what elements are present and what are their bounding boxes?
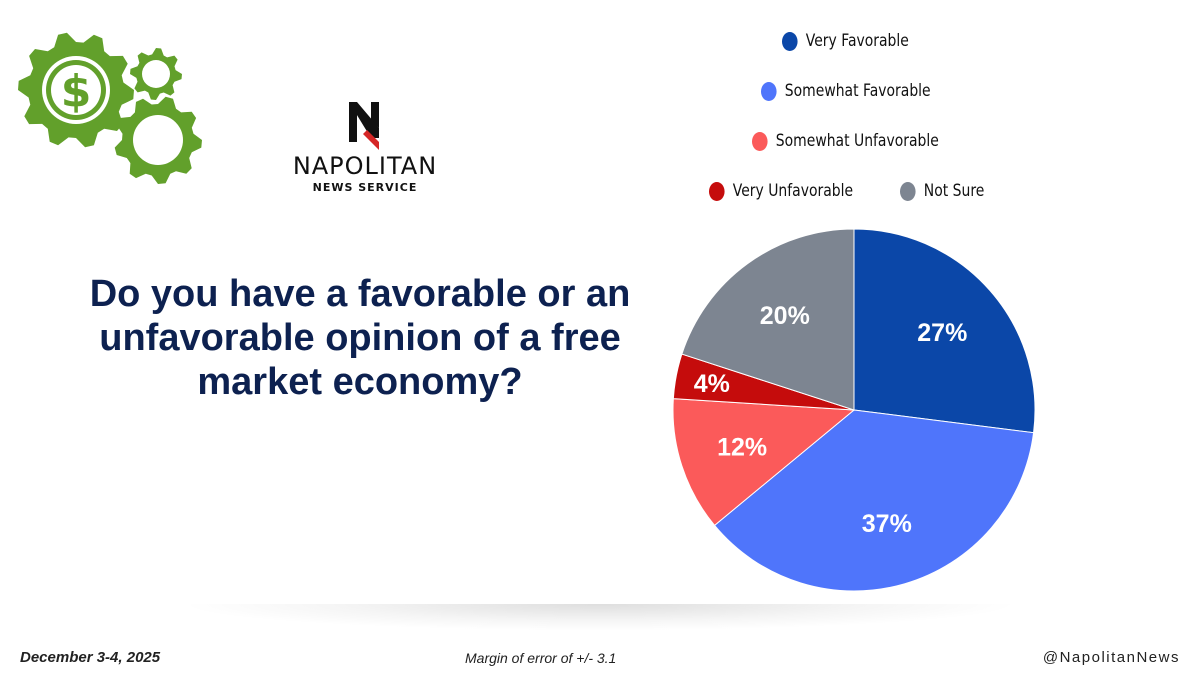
stage-shadow — [190, 604, 1010, 630]
napolitan-n-icon — [349, 102, 379, 150]
slice-label: 20% — [760, 302, 810, 330]
legend-swatch — [761, 81, 777, 101]
gears-dollar-icon: $ — [18, 32, 202, 184]
brand-subtitle: NEWS SERVICE — [312, 181, 418, 194]
slice-label: 27% — [917, 319, 967, 347]
slice-label: 12% — [717, 433, 767, 461]
legend-swatch — [752, 131, 768, 151]
legend-item: Very Unfavorable — [709, 181, 853, 201]
pie-slice — [853, 228, 1036, 434]
dollar-icon: $ — [61, 66, 92, 117]
brand-logo: NAPOLITAN NEWS SERVICE — [285, 98, 445, 198]
legend-swatch — [782, 31, 798, 51]
survey-question: Do you have a favorable or an unfavorabl… — [89, 273, 631, 403]
slice-label: 4% — [694, 370, 730, 398]
legend-swatch — [709, 181, 725, 201]
small-gear-icon — [130, 48, 182, 100]
pie-slice — [681, 228, 855, 411]
survey-date: December 3-4, 2025 — [20, 649, 161, 666]
legend-label: Not Sure — [923, 181, 985, 201]
pie-chart: 27% 37% 12% 4% 20% — [672, 228, 1036, 592]
legend-label: Very Unfavorable — [732, 181, 854, 201]
pie-slice — [672, 398, 856, 527]
brand-name: NAPOLITAN — [292, 152, 438, 180]
slice-label: 37% — [862, 510, 912, 538]
legend-item: Somewhat Unfavorable — [752, 131, 939, 151]
legend-item: Somewhat Favorable — [761, 81, 931, 101]
margin-of-error: Margin of error of +/- 3.1 — [465, 650, 617, 666]
legend-item: Not Sure — [900, 181, 984, 201]
medium-gear-icon — [114, 96, 202, 184]
legend-label: Somewhat Unfavorable — [775, 131, 939, 151]
legend-label: Somewhat Favorable — [784, 81, 931, 101]
legend-item: Very Favorable — [782, 31, 909, 51]
legend-swatch — [900, 181, 916, 201]
pie-slice — [713, 409, 1035, 592]
social-handle: @NapolitanNews — [1042, 649, 1180, 666]
chart-legend: Very Favorable Somewhat Favorable Somewhat… — [640, 20, 1100, 220]
legend-label: Very Favorable — [805, 31, 909, 51]
